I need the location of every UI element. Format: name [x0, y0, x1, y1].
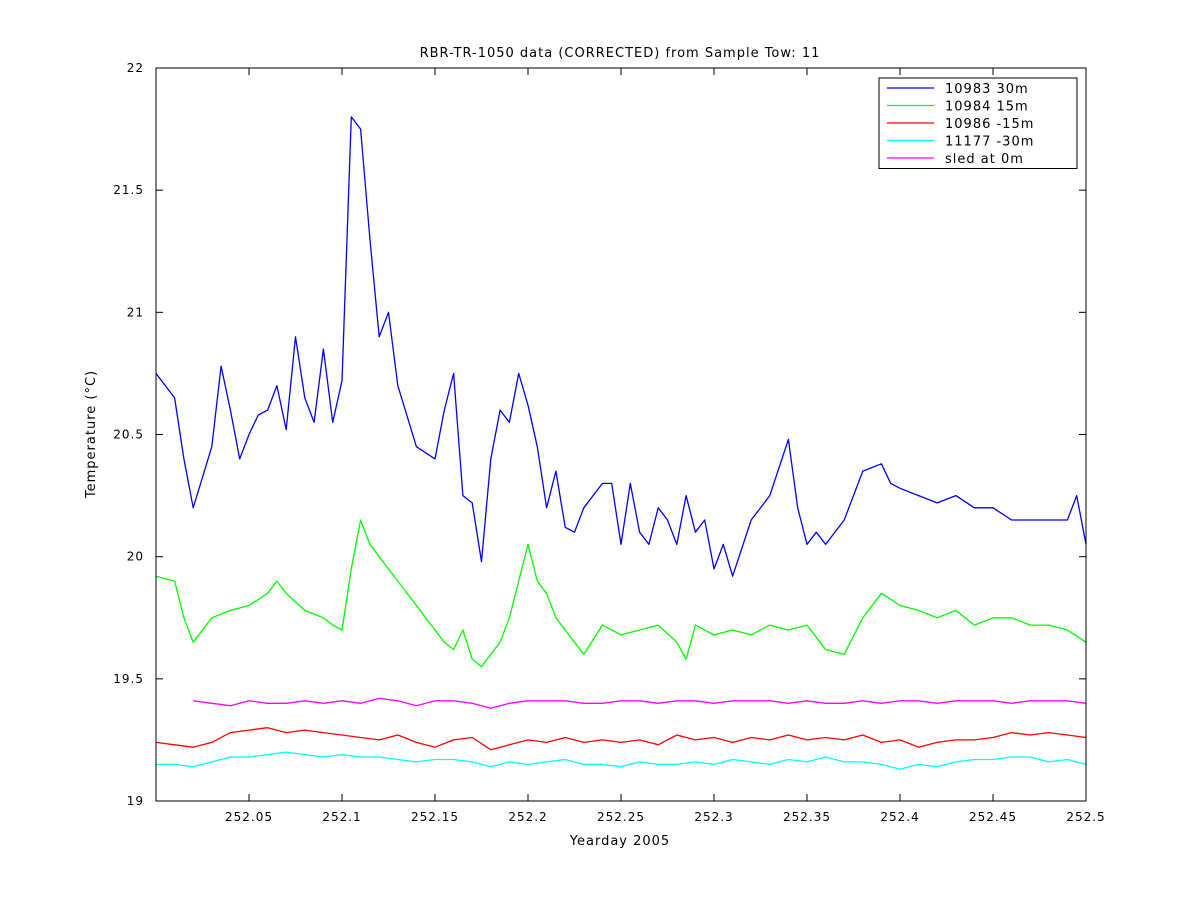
- axes-layer: 252.05 252.1 252.15 252.2 252.25 252.3 252.35 2…: [113, 61, 1105, 824]
- y-tick-label: 19: [127, 794, 144, 808]
- y-tick-label: 21.5: [113, 183, 144, 197]
- y-tick-label: 19.5: [113, 672, 144, 686]
- y-tick-label: 20.5: [113, 428, 144, 442]
- legend-label: 10983 30m: [945, 82, 1029, 97]
- series-line-1: [155, 519, 1087, 668]
- chart-title: RBR-TR-1050 data (CORRECTED) from Sample…: [420, 46, 821, 61]
- series-line-2: [155, 727, 1087, 751]
- series-line-4: [193, 697, 1087, 709]
- x-tick-label: 252.1: [322, 810, 361, 824]
- legend-label: 10986 -15m: [945, 117, 1034, 132]
- legend-label: 10984 15m: [945, 100, 1029, 115]
- x-tick-label: 252.5: [1066, 810, 1105, 824]
- legend-label: sled at 0m: [945, 152, 1024, 167]
- x-tick-label: 252.25: [597, 810, 645, 824]
- series-line-0: [155, 116, 1087, 577]
- x-tick-label: 252.35: [783, 810, 831, 824]
- x-axis-title: Yearday 2005: [569, 834, 670, 849]
- x-tick-label: 252.45: [969, 810, 1017, 824]
- x-tick-label: 252.3: [694, 810, 733, 824]
- y-tick-label: 22: [127, 61, 144, 75]
- legend-label: 11177 -30m: [945, 135, 1034, 150]
- x-tick-label: 252.15: [411, 810, 459, 824]
- y-tick-label: 20: [127, 550, 144, 564]
- y-axis-title: Temperature (°C): [84, 370, 99, 499]
- x-tick-label: 252.2: [508, 810, 547, 824]
- legend: 10983 30m 10984 15m 10986 -15m 11177 -30m sl…: [878, 77, 1078, 169]
- x-tick-label: 252.4: [880, 810, 919, 824]
- series-line-3: [156, 751, 1087, 770]
- y-tick-label: 21: [127, 305, 144, 319]
- series-layer: [155, 116, 1087, 770]
- x-tick-label: 252.05: [225, 810, 273, 824]
